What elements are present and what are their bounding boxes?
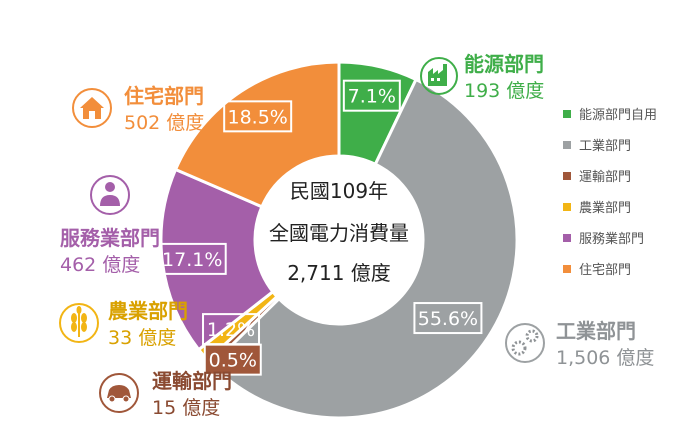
percent-text-agri: 1.2% xyxy=(207,319,255,341)
callout-industry-name: 工業部門 xyxy=(556,319,636,343)
percent-labels: 7.1% 55.6% 0.5% 1.2% 17.1% 18.5% xyxy=(157,79,483,376)
car-icon xyxy=(99,373,139,413)
slice-resid xyxy=(173,60,341,209)
center-line2: 全國電力消費量 xyxy=(269,221,409,245)
callout-transport: 運輸部門 15 億度 xyxy=(99,369,232,419)
legend-swatch-industry xyxy=(563,141,571,149)
legend-swatch-energy xyxy=(563,110,571,118)
legend-swatch-transport xyxy=(563,172,571,180)
center-line1: 民國109年 xyxy=(290,179,388,203)
percent-text-resid: 18.5% xyxy=(227,106,287,128)
legend-label-industry: 工業部門 xyxy=(579,138,631,154)
callout-industry-value: 1,506 億度 xyxy=(556,347,654,369)
callout-agri-name: 農業部門 xyxy=(108,299,188,323)
legend-label-service: 服務業部門 xyxy=(579,231,644,247)
factory-icon xyxy=(420,57,458,95)
callout-service-value: 462 億度 xyxy=(60,254,140,276)
callout-resid: 住宅部門 502 億度 xyxy=(72,84,204,134)
legend-swatch-agri xyxy=(563,203,571,211)
callout-energy-name: 能源部門 xyxy=(464,52,544,76)
percent-text-transport: 0.5% xyxy=(209,350,257,372)
slice-service xyxy=(159,167,275,352)
callout-industry: 工業部門 1,506 億度 xyxy=(505,319,654,369)
percent-label-industry: 55.6% xyxy=(413,302,483,335)
percent-text-energy: 7.1% xyxy=(348,86,396,108)
legend-label-energy: 能源部門自用 xyxy=(579,108,657,123)
callout-transport-value: 15 億度 xyxy=(152,397,220,419)
house-icon xyxy=(72,88,112,128)
center-total: 2,711 億度 xyxy=(287,261,391,285)
person-icon xyxy=(90,175,130,215)
legend-label-resid: 住宅部門 xyxy=(579,263,631,278)
callout-agri: 農業部門 33 億度 xyxy=(59,299,188,349)
callout-service: 服務業部門 462 億度 xyxy=(60,175,160,276)
center-label: 民國109年 全國電力消費量 2,711 億度 xyxy=(269,179,409,285)
percent-label-service: 17.1% xyxy=(157,242,227,275)
callout-resid-value: 502 億度 xyxy=(124,112,204,134)
callout-energy-value: 193 億度 xyxy=(464,80,544,102)
percent-label-resid: 18.5% xyxy=(223,100,293,133)
callout-resid-name: 住宅部門 xyxy=(124,84,204,108)
percent-label-agri: 1.2% xyxy=(202,313,261,346)
percent-text-service: 17.1% xyxy=(162,249,222,271)
callout-agri-value: 33 億度 xyxy=(108,327,176,349)
callout-energy: 能源部門 193 億度 xyxy=(420,52,544,102)
legend-label-agri: 農業部門 xyxy=(579,200,631,216)
callout-transport-name: 運輸部門 xyxy=(152,369,232,393)
percent-text-industry: 55.6% xyxy=(418,308,478,330)
legend-label-transport: 運輸部門 xyxy=(579,170,631,185)
gears-icon xyxy=(505,323,545,363)
legend-swatch-service xyxy=(563,234,571,242)
percent-label-energy: 7.1% xyxy=(342,79,401,112)
legend-swatch-resid xyxy=(563,265,571,273)
wheat-icon xyxy=(59,303,99,343)
callout-service-name: 服務業部門 xyxy=(60,226,160,250)
